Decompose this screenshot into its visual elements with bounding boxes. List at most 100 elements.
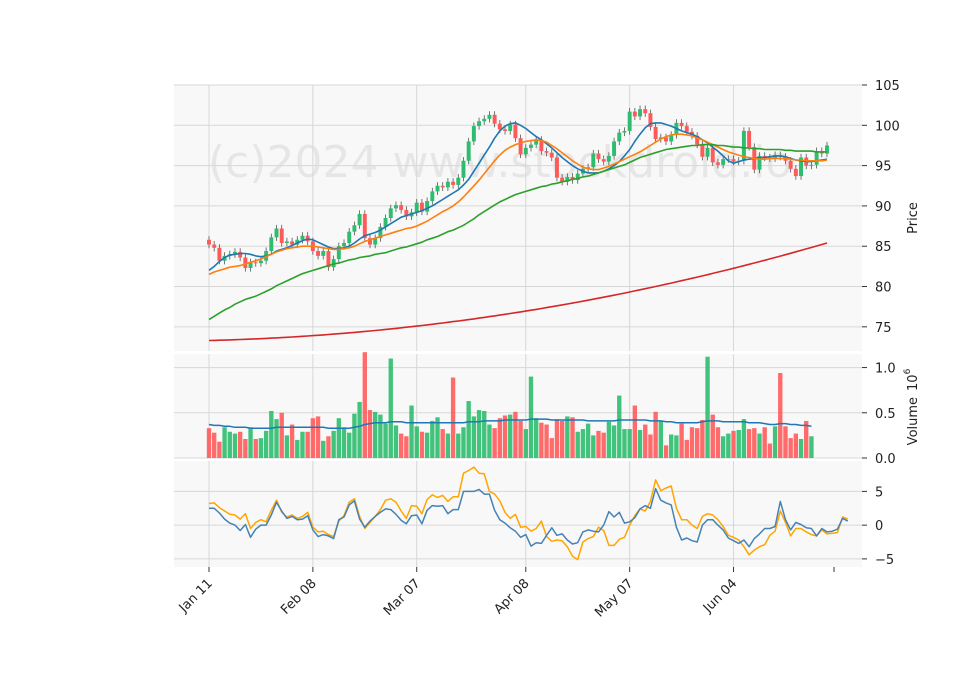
volume-bar: [554, 419, 560, 458]
volume-bar: [284, 435, 290, 458]
volume-bar: [341, 427, 347, 458]
moving-average-mid-line: [208, 133, 828, 276]
volume-bar: [565, 416, 570, 458]
candle-body: [258, 260, 263, 264]
volume-axis-tick-label: 1.0: [875, 362, 896, 377]
candle-body: [326, 251, 331, 268]
candle-body: [705, 147, 710, 157]
price-axis-tick-label: 100: [875, 119, 900, 134]
candle-body: [243, 257, 248, 268]
candle-body: [544, 151, 549, 153]
volume-bar: [440, 429, 445, 458]
volume-bar: [611, 425, 617, 458]
candle-body: [715, 162, 720, 165]
candle-body: [321, 251, 326, 256]
price-axis-tick-label: 80: [875, 281, 892, 296]
oscillator-line-a: [208, 466, 849, 561]
volume-bar: [450, 377, 456, 458]
volume-bar: [414, 426, 419, 458]
volume-bar: [289, 424, 295, 458]
oscillator-line-b: [209, 487, 849, 548]
candle-body: [316, 251, 321, 256]
candle-body: [508, 124, 513, 131]
volume-bar: [435, 417, 440, 458]
volume-bar: [772, 426, 778, 458]
volume-bar: [321, 440, 326, 458]
candle-body: [575, 173, 580, 181]
candle-body: [284, 241, 289, 243]
volume-average-line: [208, 418, 812, 429]
volume-bar: [736, 429, 741, 458]
candle-body: [414, 202, 419, 213]
candle-body: [461, 160, 466, 178]
candle-body: [617, 132, 622, 142]
candle-body: [445, 181, 450, 188]
candle-body: [497, 123, 502, 130]
volume-axis-title: Volume 106: [903, 368, 921, 445]
candle-body: [554, 157, 559, 178]
candle-body: [290, 241, 295, 245]
volume-bar: [715, 427, 721, 458]
volume-bar: [627, 429, 632, 458]
candle-body: [684, 126, 689, 132]
volume-bar: [373, 411, 378, 458]
candle-body: [383, 218, 388, 227]
volume-bar: [746, 429, 752, 458]
volume-bar: [669, 434, 674, 458]
volume-bar: [762, 427, 767, 458]
volume-bar: [533, 418, 539, 458]
volume-bar: [227, 431, 232, 458]
candle-body: [741, 130, 746, 161]
x-tick-label: Jan 11: [176, 576, 216, 616]
volume-bar: [752, 428, 757, 458]
volume-bar: [445, 433, 451, 458]
candle-body: [425, 201, 430, 212]
volume-bar: [263, 430, 269, 458]
candle-body: [399, 205, 404, 210]
volume-bar: [471, 416, 477, 458]
volume-bar: [424, 432, 430, 458]
volume-bar: [539, 422, 544, 458]
volume-bar: [487, 424, 492, 458]
volume-bar: [798, 439, 804, 458]
volume-bar: [570, 417, 575, 458]
moving-average-long-term-line: [208, 242, 828, 342]
candle-body: [513, 124, 518, 139]
volume-bar: [274, 419, 279, 458]
candle-body: [300, 235, 305, 240]
candle-body: [560, 177, 565, 182]
volume-bar: [398, 433, 404, 458]
volume-bar: [663, 445, 669, 458]
candle-body: [596, 153, 601, 160]
candle-body: [274, 228, 279, 238]
volume-bar: [362, 352, 367, 458]
volume-bar: [788, 438, 793, 458]
price-axis-tick-label: 105: [875, 79, 900, 94]
candle-body: [388, 208, 393, 218]
volume-bar: [352, 413, 357, 458]
oscillator-panel-background: [174, 461, 862, 567]
candle-body: [721, 159, 726, 165]
volume-bar: [456, 433, 461, 458]
volume-multiplier-exponent: 6: [903, 368, 913, 374]
candle-body: [253, 262, 258, 264]
volume-bar: [591, 435, 596, 458]
volume-bar: [347, 432, 352, 458]
candle-body: [362, 213, 367, 239]
candle-body: [279, 228, 284, 243]
x-tick-label: May 07: [592, 576, 636, 620]
volume-bar: [279, 412, 284, 458]
volume-bar: [383, 423, 388, 458]
candle-body: [419, 202, 424, 212]
volume-bar: [705, 356, 710, 458]
candle-body: [393, 205, 398, 209]
volume-bar: [809, 436, 814, 458]
candle-body: [549, 152, 554, 158]
volume-bar: [778, 372, 783, 458]
volume-bar: [295, 439, 300, 458]
candle-body: [591, 153, 596, 168]
volume-bar: [217, 441, 222, 458]
volume-bar: [222, 427, 227, 458]
candle-body: [466, 141, 471, 161]
